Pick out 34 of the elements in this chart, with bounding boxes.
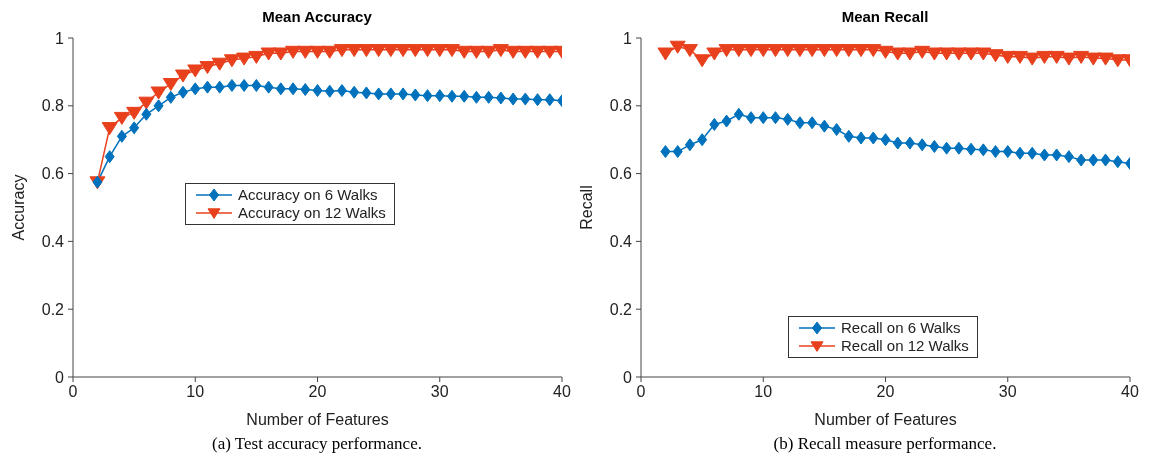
y-tick-label: 0.4: [609, 233, 633, 251]
x-tick-label: 20: [308, 383, 327, 401]
x-tick-label: 10: [186, 383, 205, 401]
y-tick-label: 0: [623, 368, 633, 386]
x-tick-label: 10: [754, 383, 773, 401]
legend-label: Accuracy on 12 Walks: [238, 204, 386, 222]
y-tick-label: 0.8: [41, 97, 65, 115]
legend-label: Accuracy on 6 Walks: [238, 186, 378, 204]
x-axis-title: Number of Features: [246, 411, 389, 428]
y-tick-label: 1: [55, 29, 65, 47]
y-tick-label: 0: [55, 368, 65, 386]
x-tick-label: 0: [68, 383, 78, 401]
text: (a) Test accuracy performance.: [211, 434, 423, 454]
x-tick-label: 20: [876, 383, 895, 401]
x-axis-title: Number of Features: [814, 411, 957, 428]
y-tick-label: 0.2: [609, 300, 633, 318]
chart-title: Mean Recall: [840, 8, 930, 27]
x-tick-label: 40: [553, 383, 571, 401]
x-tick-label: 40: [1121, 383, 1139, 401]
chart-title: Mean Accuracy: [261, 8, 373, 27]
y-tick-label: 0.4: [41, 233, 65, 251]
x-tick-label: 0: [636, 383, 646, 401]
y-tick-label: 0.6: [41, 165, 65, 183]
legend-label: Recall on 12 Walks: [841, 337, 969, 355]
x-tick-label: 30: [998, 383, 1017, 401]
x-tick-label: 30: [430, 383, 449, 401]
y-axis-title: Accuracy: [9, 174, 27, 241]
legend-label: Recall on 6 Walks: [841, 319, 961, 337]
y-axis-title: Recall: [577, 185, 595, 230]
text: (b) Recall measure performance.: [772, 434, 998, 454]
y-tick-label: 1: [623, 29, 633, 47]
y-tick-label: 0.6: [609, 165, 633, 183]
y-tick-label: 0.8: [609, 97, 633, 115]
y-tick-label: 0.2: [41, 300, 65, 318]
